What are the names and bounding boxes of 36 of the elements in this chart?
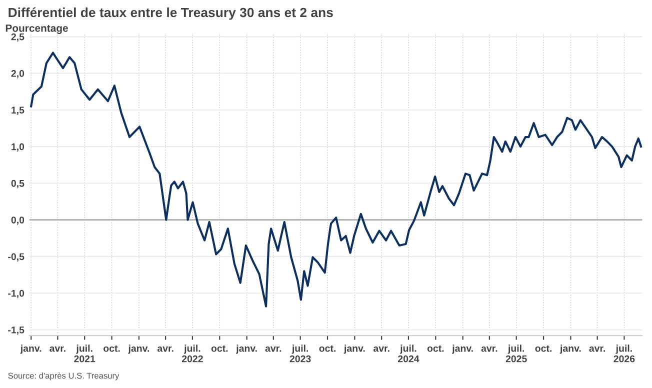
y-tick-label: 2,5 [11, 33, 24, 42]
x-tick-label: janv. [452, 344, 473, 354]
y-tick-label: -1,5 [8, 326, 24, 335]
x-tick-label: juil. 2024 [398, 344, 420, 362]
x-tick-label: oct. [319, 345, 336, 352]
x-tick-label: juil. 2023 [290, 344, 311, 362]
y-axis-title: Pourcentage [6, 24, 68, 34]
x-tick-label: oct. [535, 345, 552, 352]
x-tick-label: avr. [157, 346, 174, 352]
x-tick-label: avr. [481, 346, 498, 352]
x-tick-label: avr. [50, 346, 66, 352]
chart-title: Différentiel de taux entre le Treasury 30 ans et 2 ans [8, 7, 333, 20]
x-tick-label: avr. [265, 346, 282, 352]
x-tick-label: oct. [211, 345, 228, 352]
x-tick-label: oct. [427, 345, 444, 352]
x-tick-label: janv. [236, 344, 257, 354]
y-tick-label: 1,0 [12, 143, 24, 152]
x-tick-label: janv. [344, 344, 365, 354]
x-tick-label: juil. 2026 [614, 344, 635, 362]
y-tick-label: -0,5 [8, 253, 24, 262]
x-tick-label: oct. [104, 345, 120, 352]
x-tick-label: juil. 2025 [506, 344, 527, 362]
y-tick-label: 1,5 [12, 106, 24, 115]
x-tick-label: janv. [560, 344, 581, 354]
line-series [30, 52, 642, 308]
x-tick-label: juil. 2022 [182, 344, 203, 362]
x-tick-label: avr. [589, 346, 606, 352]
y-tick-label: 0,0 [11, 216, 24, 225]
x-tick-label: avr. [373, 346, 390, 352]
y-tick-label: -1,0 [8, 290, 24, 298]
x-tick-label: janv. [20, 344, 42, 354]
y-tick-label: 2,0 [11, 70, 24, 78]
x-tick-label: juil. 2021 [74, 344, 96, 362]
y-tick-label: 0,5 [11, 180, 24, 188]
source-note: Source: d'après U.S. Treasury [8, 372, 120, 380]
x-tick-label: janv. [128, 344, 150, 354]
